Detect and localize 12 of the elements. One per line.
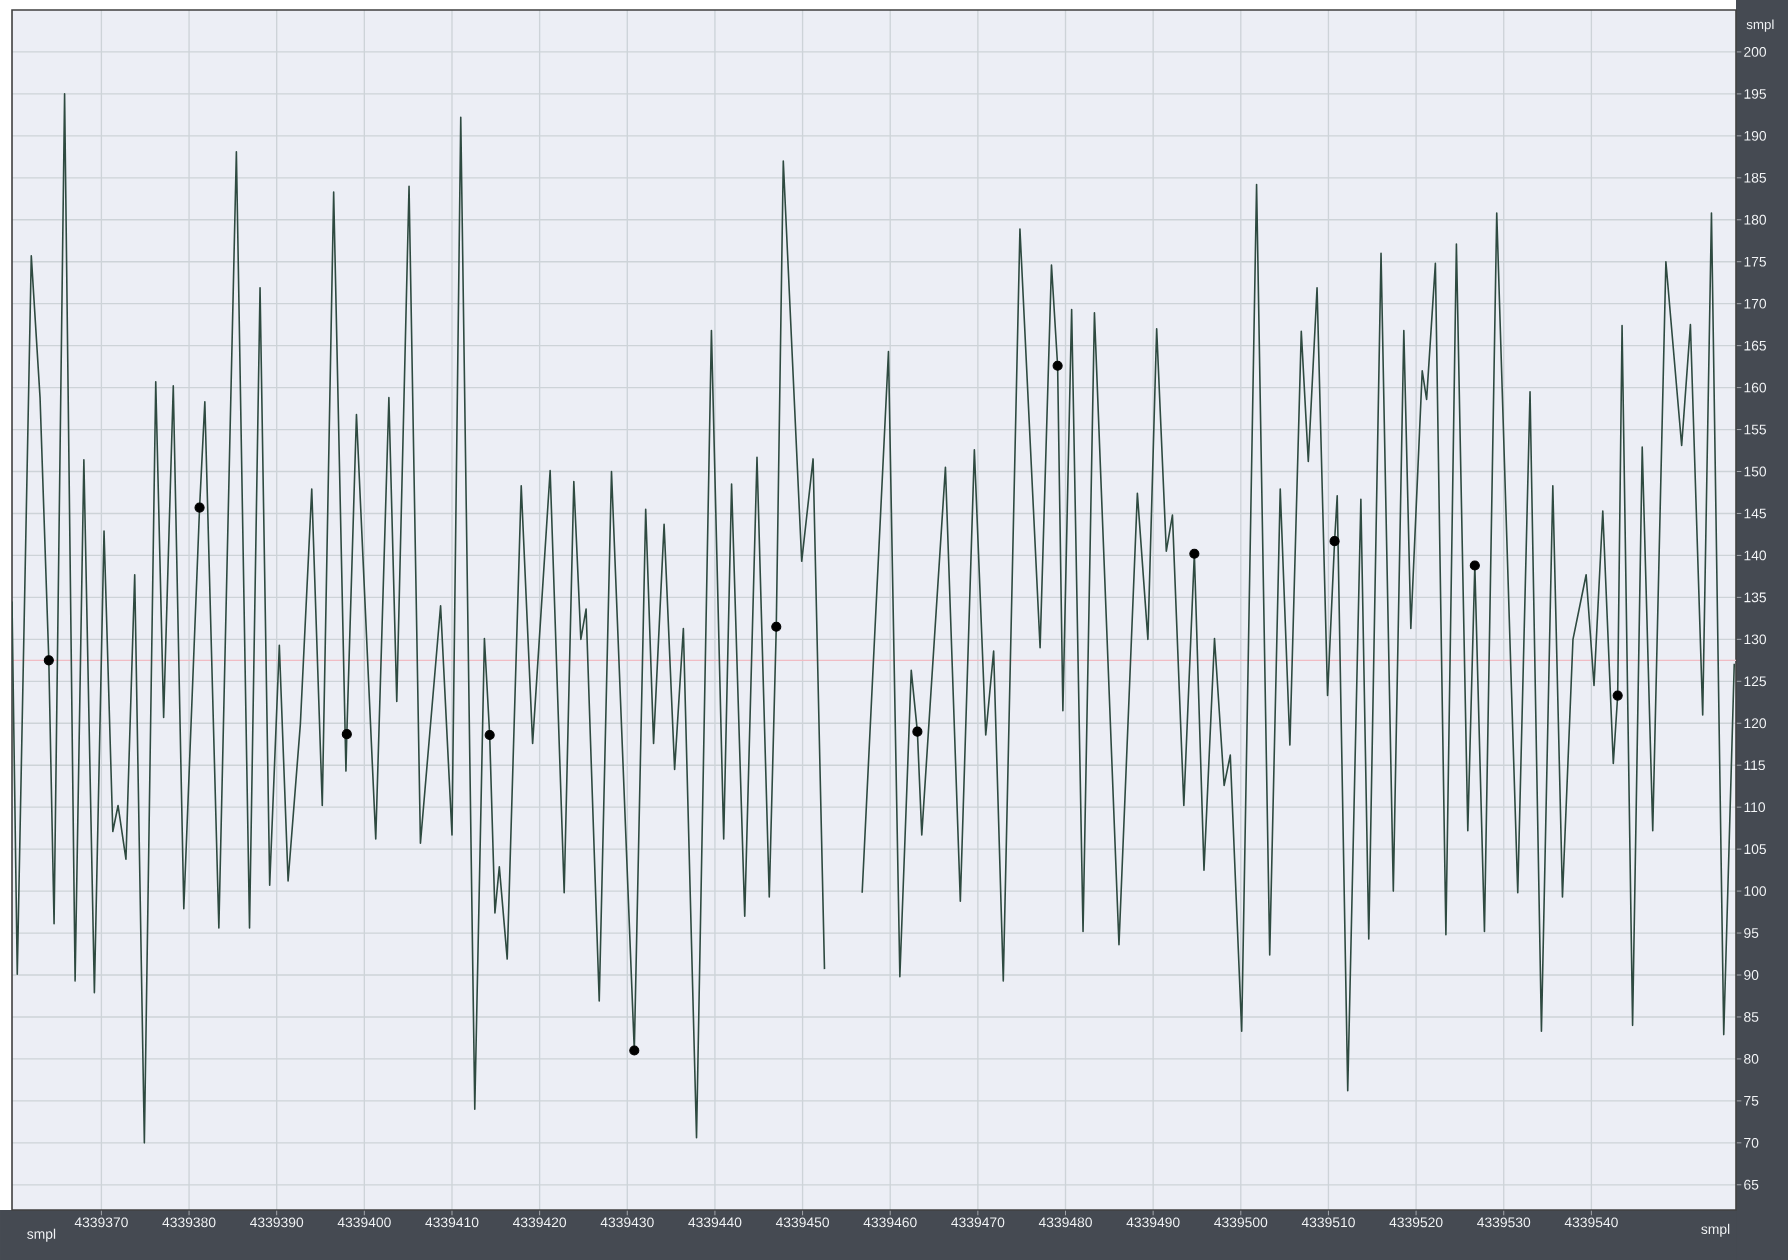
point (912, 726, 923, 737)
point (771, 621, 782, 632)
point (1329, 536, 1340, 547)
point (629, 1045, 640, 1056)
point (341, 729, 352, 740)
point (1052, 360, 1063, 371)
point (484, 729, 495, 741)
point (1469, 560, 1480, 571)
point (1189, 548, 1200, 559)
point (1612, 690, 1623, 701)
point (194, 502, 205, 513)
point (43, 655, 54, 666)
